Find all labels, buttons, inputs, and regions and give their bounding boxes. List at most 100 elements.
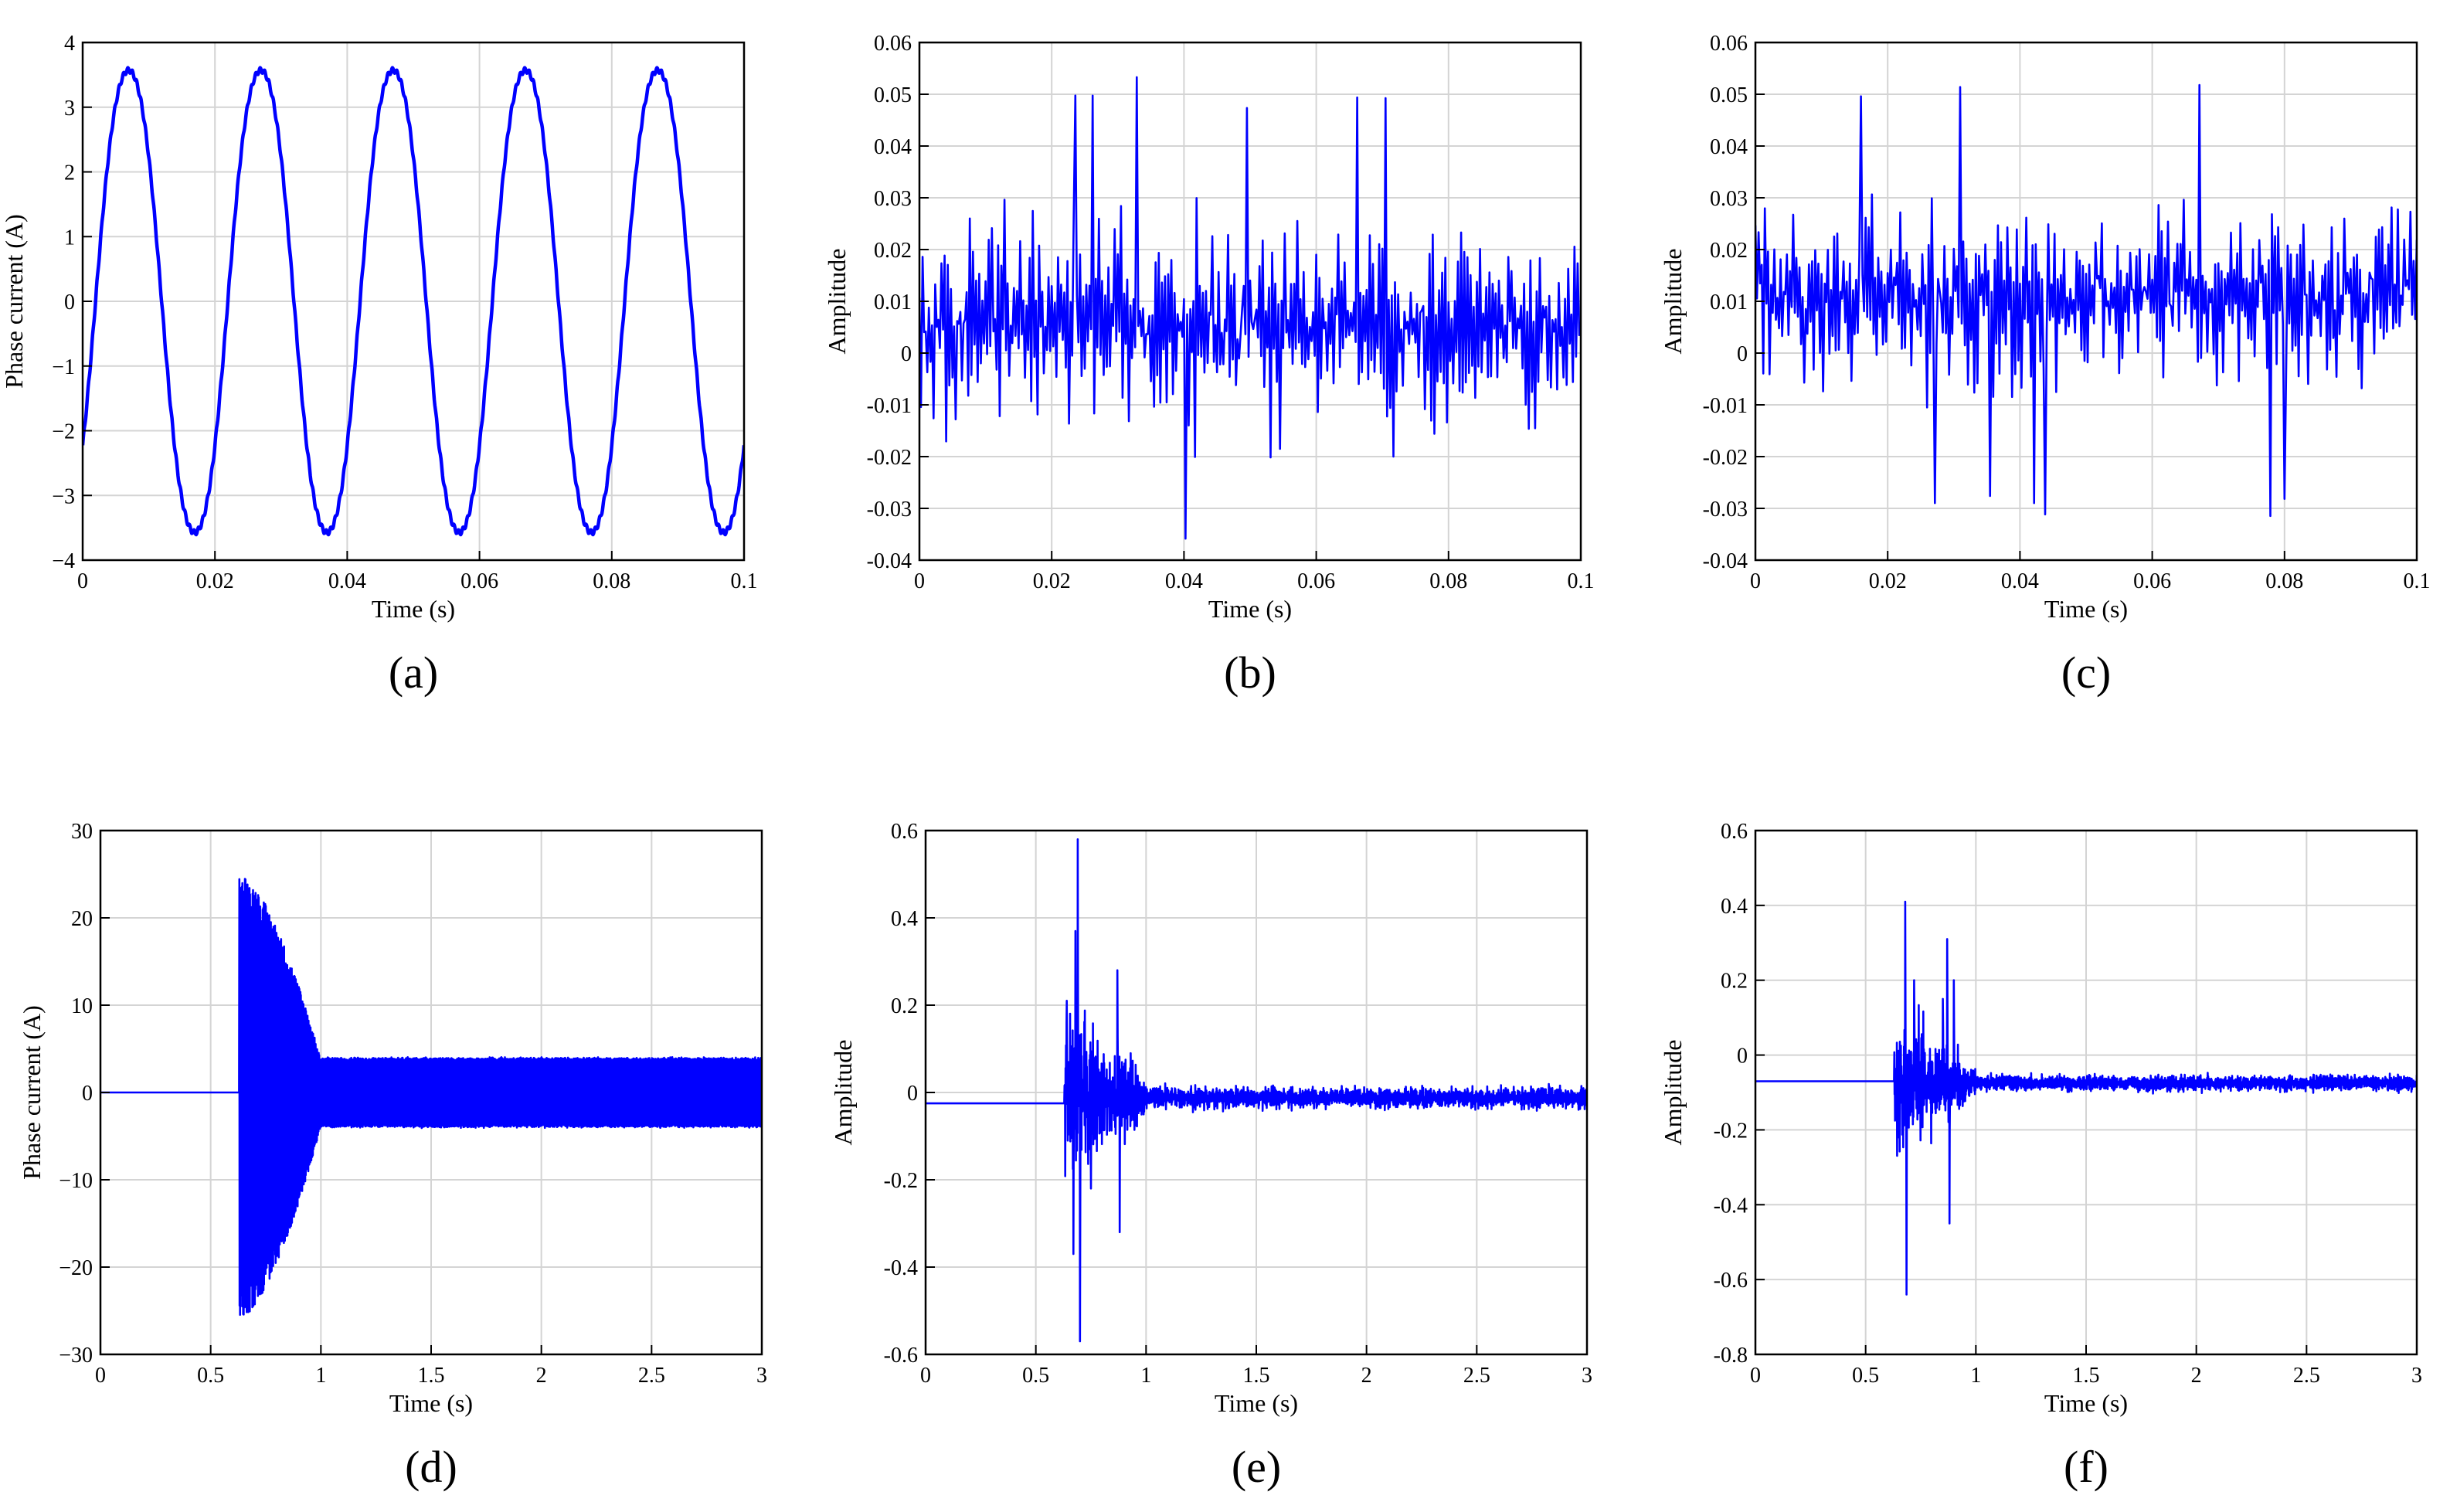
y-tick-label: 1	[64, 226, 75, 250]
x-tick-label: 0	[77, 569, 88, 593]
x-tick-label: 0.1	[731, 569, 758, 593]
y-tick-label: 2	[64, 161, 75, 185]
x-tick-label: 3	[2411, 1364, 2422, 1388]
y-axis-label: Amplitude	[823, 249, 851, 355]
y-tick-label: 0.02	[1710, 239, 1748, 263]
panel-caption: (b)	[1224, 647, 1276, 698]
y-axis-label: Phase current (A)	[18, 1005, 46, 1180]
y-tick-label: 0	[82, 1082, 93, 1106]
y-tick-label: -0.2	[884, 1169, 918, 1193]
y-tick-label: 0.03	[1710, 187, 1748, 211]
y-axis-label: Amplitude	[1659, 249, 1687, 355]
x-axis-label: Time (s)	[2044, 1389, 2128, 1417]
y-tick-label: 0.6	[1721, 820, 1748, 844]
y-tick-label: -0.8	[1714, 1344, 1748, 1368]
x-tick-label: 0.06	[1297, 569, 1335, 593]
x-tick-label: 0.5	[1852, 1364, 1879, 1388]
y-tick-label: 0.6	[891, 820, 918, 844]
series-line	[919, 76, 1581, 540]
x-tick-label: 0.04	[1165, 569, 1203, 593]
x-tick-label: 1	[1970, 1364, 1981, 1388]
panel-caption: (d)	[405, 1442, 457, 1492]
chart-panel-c: 0 0.02 0.04 0.06 0.08 0.1 -0.04 -0.03 -0.02 -0.01…	[1659, 32, 2431, 698]
y-tick-label: 3	[64, 97, 75, 121]
y-tick-label: 0	[64, 291, 75, 314]
y-tick-label: 0.06	[874, 32, 912, 56]
series-line	[1755, 900, 2417, 1296]
x-tick-label: 1.5	[1243, 1364, 1270, 1388]
x-tick-label: 0.06	[2133, 569, 2171, 593]
chart-panel-a: 0 0.02 0.04 0.06 0.08 0.1 −4 −3 −2 −1 0 1 2 3 4 Time (s…	[0, 32, 758, 698]
y-tick-label: 10	[71, 994, 93, 1018]
x-tick-label: 1	[1140, 1364, 1151, 1388]
chart-panel-b: 0 0.02 0.04 0.06 0.08 0.1 -0.04 -0.03 -0.02 -0.01…	[823, 32, 1595, 698]
y-tick-label: 4	[64, 32, 75, 56]
y-tick-label: −10	[59, 1169, 93, 1193]
x-tick-label: 1	[315, 1364, 326, 1388]
x-tick-label: 0.5	[1022, 1364, 1049, 1388]
x-axis-label: Time (s)	[372, 595, 455, 623]
x-tick-label: 0	[914, 569, 925, 593]
y-tick-label: 0.01	[874, 291, 912, 314]
y-tick-label: 0.03	[874, 187, 912, 211]
panel-caption: (c)	[2061, 647, 2111, 698]
x-tick-label: 0.1	[2404, 569, 2431, 593]
y-tick-label: −2	[52, 420, 75, 444]
y-tick-label: 0.4	[891, 907, 918, 931]
y-tick-label: −30	[59, 1344, 93, 1368]
panel-caption: (e)	[1232, 1442, 1281, 1492]
x-tick-label: 0	[95, 1364, 106, 1388]
y-tick-label: −3	[52, 484, 75, 508]
panel-caption: (a)	[389, 647, 438, 698]
y-tick-label: 0.05	[874, 83, 912, 107]
series-line	[100, 878, 762, 1317]
y-tick-label: 0.2	[1721, 970, 1748, 994]
x-tick-label: 0.08	[1429, 569, 1467, 593]
y-tick-label: 0.4	[1721, 895, 1748, 919]
x-axis-label: Time (s)	[1208, 595, 1292, 623]
x-tick-label: 0.08	[593, 569, 630, 593]
x-tick-label: 0.08	[2265, 569, 2303, 593]
y-tick-label: 0	[1737, 1045, 1748, 1069]
x-tick-label: 0	[1750, 1364, 1761, 1388]
y-tick-label: 20	[71, 907, 93, 931]
y-tick-label: 30	[71, 820, 93, 844]
y-tick-label: -0.04	[1703, 549, 1748, 573]
y-tick-label: 0.01	[1710, 291, 1748, 314]
series-line	[1755, 83, 2417, 518]
y-tick-label: -0.02	[1703, 446, 1748, 470]
chart-panel-e: 0 0.5 1 1.5 2 2.5 3 -0.6 -0.4 -0.2 0 0.2 0.4 0.6 Time …	[829, 820, 1592, 1492]
y-tick-label: −4	[52, 549, 75, 573]
x-tick-label: 0.02	[196, 569, 234, 593]
y-tick-label: -0.2	[1714, 1119, 1748, 1143]
y-tick-label: 0.05	[1710, 83, 1748, 107]
y-tick-label: 0.2	[891, 994, 918, 1018]
y-tick-label: 0	[907, 1082, 918, 1106]
y-tick-label: 0.02	[874, 239, 912, 263]
y-tick-label: 0.04	[874, 135, 912, 159]
x-tick-label: 3	[1582, 1364, 1592, 1388]
x-axis-label: Time (s)	[1215, 1389, 1298, 1417]
y-tick-label: -0.02	[867, 446, 912, 470]
series-line	[926, 838, 1587, 1343]
y-tick-label: 0	[1737, 342, 1748, 366]
x-tick-label: 0.1	[1568, 569, 1595, 593]
y-tick-label: 0	[901, 342, 912, 366]
x-tick-label: 1.5	[2073, 1364, 2100, 1388]
y-axis-label: Amplitude	[1659, 1040, 1687, 1146]
y-tick-label: -0.03	[867, 498, 912, 522]
x-tick-label: 2.5	[2293, 1364, 2320, 1388]
y-tick-label: 0.06	[1710, 32, 1748, 56]
x-axis-label: Time (s)	[389, 1389, 473, 1417]
x-tick-label: 0	[920, 1364, 931, 1388]
y-tick-label: -0.4	[884, 1256, 918, 1280]
y-tick-label: -0.4	[1714, 1194, 1748, 1218]
x-tick-label: 2	[1361, 1364, 1372, 1388]
series-line	[83, 66, 744, 537]
y-tick-label: -0.03	[1703, 498, 1748, 522]
x-tick-label: 0.04	[328, 569, 366, 593]
y-axis-label: Amplitude	[829, 1040, 857, 1146]
y-tick-label: −20	[59, 1256, 93, 1280]
x-tick-label: 0.02	[1033, 569, 1071, 593]
